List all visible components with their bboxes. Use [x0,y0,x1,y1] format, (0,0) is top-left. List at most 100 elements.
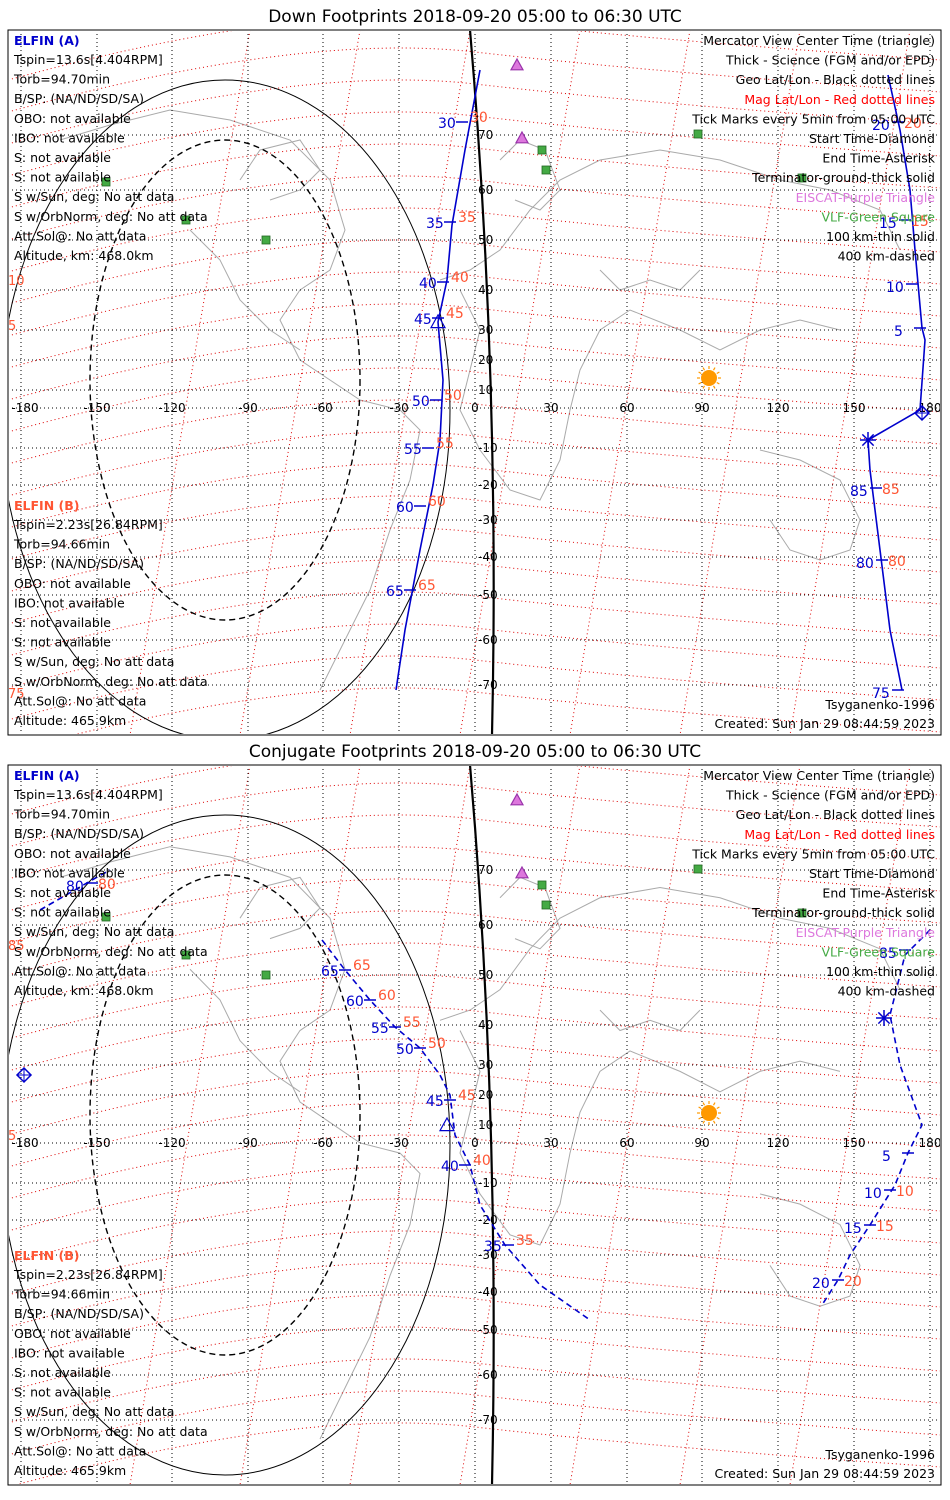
track-elfin-a [395,69,481,691]
tick-label-a-mag: 35 [516,1233,534,1249]
elfin-b-info-line: Tspin=2.23s[26.84RPM] [13,517,163,532]
vlf-square [797,908,807,918]
lon-label: 30 [543,1136,558,1150]
vlf-square [537,880,547,890]
lat-label: -70 [478,1413,498,1427]
lat-label: 30 [478,323,493,337]
elfin-a-info-line: Altitude, km: 468.0km [14,248,154,263]
coastline-5 [759,449,861,561]
lon-label: -90 [238,1136,258,1150]
tick-label-a: 50 [396,1042,414,1058]
elfin-a-info-line: Torb=94.70min [13,807,110,822]
elfin-b-info-line: S w/Sun, deg: No att data [14,654,174,669]
vlf-square [181,215,191,225]
map-panel-conjugate: Conjugate Footprints 2018-09-20 05:00 to… [7,742,942,1486]
lat-label: 70 [478,128,493,142]
elfin-a-header: ELFIN (A) [14,33,80,48]
legend-item: End Time-Asterisk [822,151,935,166]
elfin-b-info-line: Torb=94.66min [13,537,110,552]
coastline-7 [239,876,321,940]
elfin-b-info-line: S w/OrbNorm, deg: No att data [14,674,208,689]
tick-label-b: 15 [879,216,897,232]
elfin-a-info-line: S w/OrbNorm, deg: No att data [14,944,208,959]
coastline-8 [599,1009,701,1032]
lat-label: -10 [478,441,498,455]
vlf-square [541,900,551,910]
map-area: -180 -150 -120 -90 -60 -30 0 30 60 90 120 150 180706… [9,766,940,1484]
edge-mag-label: 5 [8,1129,16,1144]
terminator-line [468,31,495,734]
lon-label: -30 [389,1136,409,1150]
coastline-3 [439,149,901,281]
elfin-a-info-line: S: not available [14,885,111,900]
tick-label-b: 85 [850,484,868,500]
tick-label-a: 40 [441,1159,459,1175]
coastline-6 [499,876,561,950]
vlf-square [693,129,703,139]
lon-label: -90 [238,401,258,415]
legend-item: Start Time-Diamond [809,131,935,146]
lat-label: 40 [478,283,493,297]
tick-label-a-mag: 45 [446,306,464,322]
legend-item: 100 km-thin solid [826,229,935,244]
tick-label-b: 10 [864,1186,882,1202]
legend-item: VLF-Green Square [821,209,935,224]
geo-grid [9,766,940,1484]
elfin-a-header: ELFIN (A) [14,768,80,783]
coastline-2 [189,229,301,351]
start-diamond [15,1066,33,1084]
tick-label-a-mag: 60 [378,988,396,1004]
tick-label-b-mag: 80 [98,877,116,893]
tick-label-b: 15 [844,1221,862,1237]
vlf-square [537,145,547,155]
lon-label: -180 [11,1136,38,1150]
coastline-8 [599,269,701,291]
elfin-b-info-line: S w/Sun, deg: No att data [14,1404,174,1419]
elfin-b-header: ELFIN (B) [14,1248,79,1263]
elfin-b-header: ELFIN (B) [14,498,79,513]
elfin-b-info-line: Altitude: 465.9km [14,1463,126,1478]
lon-label: 120 [767,1136,790,1150]
legend-item: Geo Lat/Lon - Black dotted lines [736,72,935,87]
lon-label: 150 [843,1136,866,1150]
elfin-b-info-line: S: not available [14,1365,111,1380]
tick-label-b: 5 [882,1149,891,1165]
lat-label: -10 [478,1176,498,1190]
eiscat-triangle [509,57,525,71]
lat-label: -60 [478,633,498,647]
legend-item: Terminator-ground-thick solid [751,905,935,920]
coastline-5 [759,1193,861,1307]
tick-label-b-mag: 80 [888,554,906,570]
legend-item: 400 km-dashed [838,984,935,999]
tick-label-b-mag: 20 [904,116,922,132]
geo-grid [9,31,940,734]
tick-label-b-mag: 15 [911,214,929,230]
elfin-a-info-line: OBO: not available [14,846,131,861]
coastline-1 [319,399,421,691]
elfin-b-info-line: Tspin=2.23s[26.84RPM] [13,1267,163,1282]
stations [101,57,807,245]
sun-icon [697,1101,721,1125]
elfin-b-info-line: OBO: not available [14,576,131,591]
elfin-a-info-line: Torb=94.70min [13,72,110,87]
tick-label-a-mag: 55 [436,436,454,452]
tick-label-a: 40 [419,276,437,292]
elfin-b-info-line: IBO: not available [14,1345,125,1360]
tick-label-a: 30 [438,116,456,132]
elfin-a-info-line: Tspin=13.6s[4.404RPM] [13,787,163,802]
tick-label-a: 60 [346,994,364,1010]
end-asterisk [876,1010,892,1026]
tick-label-b-mag: 85 [882,482,900,498]
lon-label: 90 [694,401,709,415]
elfin-b-info-line: S: not available [14,1385,111,1400]
mag-lon-line [349,766,471,1484]
legend-item: Geo Lat/Lon - Black dotted lines [736,807,935,822]
lon-label: -60 [313,1136,333,1150]
coastline-7 [239,139,321,201]
vlf-square [693,864,703,874]
tick-label-a: 45 [426,1094,444,1110]
elfin-a-info-line: S w/Sun, deg: No att data [14,189,174,204]
tick-label-a-mag: 65 [418,578,436,594]
tick-label-b: 5 [894,324,903,340]
legend-item: 100 km-thin solid [826,964,935,979]
